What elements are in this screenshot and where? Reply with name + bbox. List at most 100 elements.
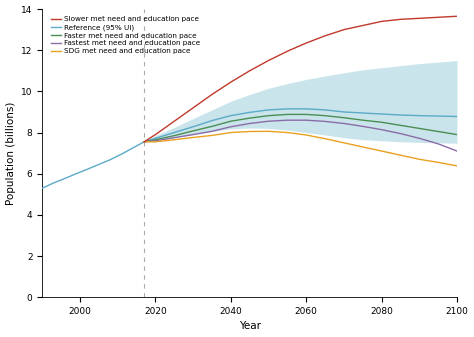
Reference (95% UI) [435, 114, 441, 118]
Reference (95% UI) [247, 110, 253, 114]
Slower met need and education pace [190, 106, 196, 110]
SDG met need and education pace [247, 129, 253, 133]
Fastest met need and education pace [141, 140, 147, 144]
Legend: Slower met need and education pace, Reference (95% UI), Faster met need and educ: Slower met need and education pace, Refe… [50, 16, 201, 55]
Slower met need and education pace [360, 24, 365, 28]
Faster met need and education pace [190, 129, 196, 133]
Faster met need and education pace [398, 123, 403, 127]
SDG met need and education pace [398, 153, 403, 157]
Fastest met need and education pace [284, 118, 290, 122]
Reference (95% UI) [303, 107, 309, 111]
Reference (95% UI) [454, 115, 460, 119]
X-axis label: Year: Year [239, 321, 261, 332]
Line: Faster met need and education pace: Faster met need and education pace [144, 115, 457, 142]
Reference (95% UI) [228, 114, 234, 118]
Reference (95% UI) [73, 172, 79, 176]
Fastest met need and education pace [209, 129, 215, 133]
Reference (95% UI) [398, 113, 403, 117]
Slower met need and education pace [247, 69, 253, 73]
Faster met need and education pace [247, 116, 253, 120]
Faster met need and education pace [284, 113, 290, 117]
Slower met need and education pace [341, 28, 347, 32]
Fastest met need and education pace [190, 132, 196, 136]
SDG met need and education pace [172, 138, 177, 142]
Faster met need and education pace [228, 119, 234, 123]
Reference (95% UI) [209, 119, 215, 123]
Reference (95% UI) [190, 125, 196, 129]
Fastest met need and education pace [303, 118, 309, 122]
Slower met need and education pace [322, 34, 328, 38]
Slower met need and education pace [398, 17, 403, 21]
Reference (95% UI) [284, 107, 290, 111]
Reference (95% UI) [322, 108, 328, 112]
Slower met need and education pace [379, 20, 384, 24]
SDG met need and education pace [265, 129, 271, 133]
Line: SDG met need and education pace: SDG met need and education pace [144, 131, 457, 166]
Fastest met need and education pace [153, 139, 158, 143]
SDG met need and education pace [454, 164, 460, 168]
Slower met need and education pace [303, 41, 309, 45]
SDG met need and education pace [322, 137, 328, 141]
Faster met need and education pace [303, 113, 309, 117]
Reference (95% UI) [341, 110, 347, 114]
Faster met need and education pace [417, 126, 422, 130]
Fastest met need and education pace [228, 125, 234, 129]
Faster met need and education pace [209, 124, 215, 128]
Reference (95% UI) [107, 158, 113, 162]
Reference (95% UI) [172, 130, 177, 134]
Slower met need and education pace [172, 119, 177, 123]
SDG met need and education pace [417, 157, 422, 161]
Faster met need and education pace [341, 116, 347, 120]
Faster met need and education pace [153, 138, 158, 142]
Faster met need and education pace [435, 129, 441, 133]
Reference (95% UI) [265, 108, 271, 112]
Fastest met need and education pace [341, 121, 347, 125]
Reference (95% UI) [153, 136, 158, 140]
Fastest met need and education pace [435, 142, 441, 146]
Fastest met need and education pace [398, 131, 403, 135]
Reference (95% UI) [51, 181, 56, 185]
SDG met need and education pace [228, 130, 234, 134]
Y-axis label: Population (billions): Population (billions) [6, 101, 16, 205]
Slower met need and education pace [209, 92, 215, 96]
Slower met need and education pace [417, 16, 422, 20]
Fastest met need and education pace [322, 119, 328, 123]
Faster met need and education pace [265, 114, 271, 118]
Reference (95% UI) [85, 167, 91, 171]
Faster met need and education pace [141, 140, 147, 144]
Reference (95% UI) [62, 176, 68, 180]
Faster met need and education pace [379, 120, 384, 124]
Faster met need and education pace [360, 118, 365, 122]
SDG met need and education pace [341, 141, 347, 145]
Fastest met need and education pace [360, 124, 365, 128]
Reference (95% UI) [360, 111, 365, 115]
Line: Slower met need and education pace: Slower met need and education pace [144, 16, 457, 142]
SDG met need and education pace [141, 140, 147, 144]
Slower met need and education pace [454, 14, 460, 18]
SDG met need and education pace [303, 133, 309, 137]
Reference (95% UI) [130, 146, 136, 150]
Slower met need and education pace [435, 15, 441, 19]
Line: Reference (95% UI): Reference (95% UI) [42, 109, 457, 188]
Faster met need and education pace [454, 132, 460, 136]
Line: Fastest met need and education pace: Fastest met need and education pace [144, 120, 457, 151]
SDG met need and education pace [153, 140, 158, 144]
Fastest met need and education pace [265, 119, 271, 123]
Reference (95% UI) [141, 140, 147, 144]
SDG met need and education pace [360, 145, 365, 149]
Reference (95% UI) [417, 114, 422, 118]
Fastest met need and education pace [247, 121, 253, 125]
SDG met need and education pace [284, 130, 290, 134]
Slower met need and education pace [265, 59, 271, 63]
Fastest met need and education pace [172, 136, 177, 140]
Slower met need and education pace [141, 140, 147, 144]
Reference (95% UI) [379, 112, 384, 116]
Reference (95% UI) [118, 152, 124, 156]
Slower met need and education pace [153, 132, 158, 136]
SDG met need and education pace [209, 133, 215, 137]
SDG met need and education pace [435, 160, 441, 164]
Fastest met need and education pace [417, 136, 422, 140]
Reference (95% UI) [39, 186, 45, 190]
Slower met need and education pace [284, 49, 290, 53]
SDG met need and education pace [190, 135, 196, 140]
